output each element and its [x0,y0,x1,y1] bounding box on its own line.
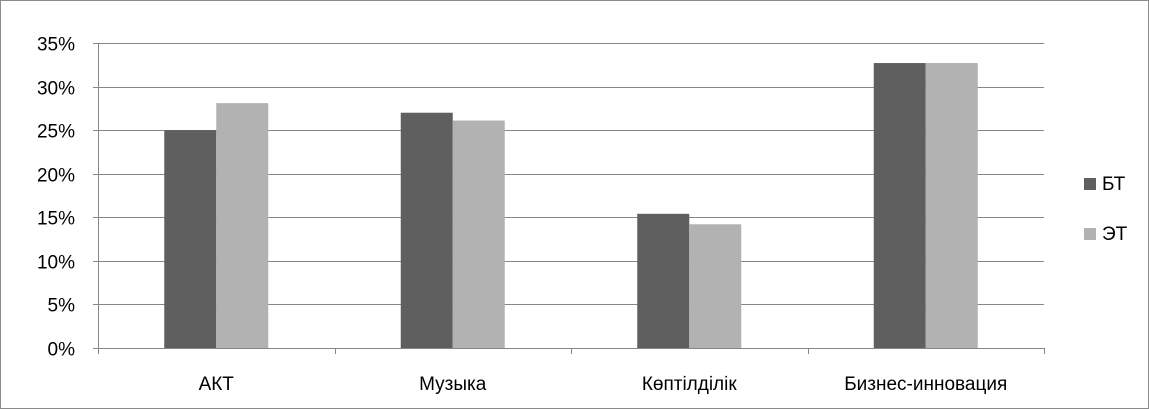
y-axis-ticks: 0% 5% 10% 15% 20% 25% 30% 35% [37,35,75,361]
x-category-label: Музыка [419,374,487,395]
x-axis-labels: АКТ Музыка Көптілділік Бизнес-инновация [199,374,1008,395]
bar-series2 [216,103,268,348]
legend-label: ЭТ [1102,224,1128,245]
x-category-label: АКТ [199,374,235,395]
legend: БТ ЭТ [1084,174,1128,245]
bar-series1 [637,214,689,348]
bar-series2 [689,224,741,348]
y-tick-label: 20% [37,166,75,187]
bar-series1 [401,113,453,348]
bars [164,63,978,348]
x-category-label: Көптілділік [642,374,738,395]
legend-label: БТ [1102,174,1126,195]
y-tick-label: 25% [37,122,75,143]
bar-series2 [926,63,978,348]
legend-swatch [1084,228,1096,240]
y-tick-label: 0% [48,340,76,361]
y-tick-label: 15% [37,209,75,230]
y-tick-label: 35% [37,35,75,56]
legend-swatch [1084,178,1096,190]
y-tick-label: 10% [37,253,75,274]
y-tick-label: 5% [48,296,76,317]
bar-series2 [453,121,505,348]
bar-series1 [164,130,216,348]
x-category-label: Бизнес-инновация [844,374,1007,395]
y-tick-label: 30% [37,79,75,100]
bar-series1 [874,63,926,348]
